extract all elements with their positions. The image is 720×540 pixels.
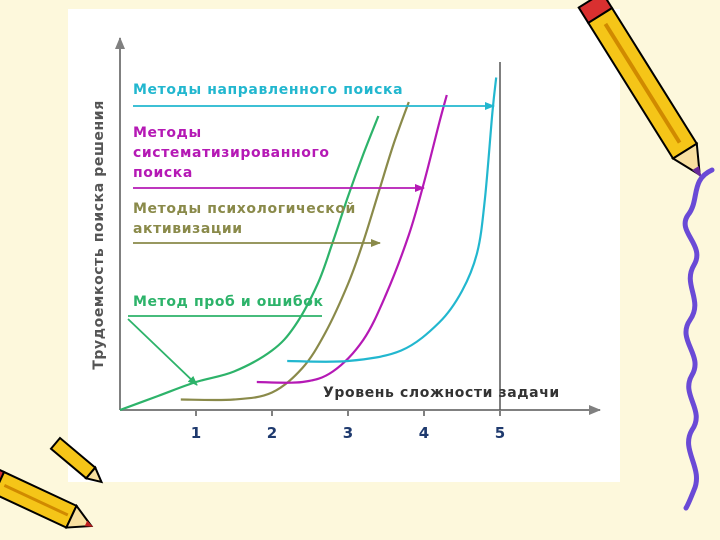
series-line-systematic	[256, 94, 448, 384]
x-tick-label: 5	[495, 424, 505, 442]
tick-layer: 1 2 3 4 5	[191, 410, 505, 442]
x-axis-label: Уровень сложности задачи	[323, 385, 560, 401]
x-tick-label: 1	[191, 424, 201, 442]
series-label-directed: Методы направленного поиска	[133, 82, 403, 98]
y-axis-label: Трудоемкость поиска решения	[91, 100, 107, 370]
series-label-layer: Метод проб и ошибок Методы психологическо…	[127, 82, 495, 386]
series-label-trial-error: Метод проб и ошибок	[133, 294, 324, 310]
series-label-systematic: Методы	[133, 125, 202, 141]
series-label-systematic: систематизированного	[133, 145, 330, 161]
x-tick-label: 2	[267, 424, 277, 442]
label-pointer-arrow	[127, 318, 198, 386]
series-label-psych: активизации	[133, 221, 243, 237]
wavy-line-decoration	[682, 167, 715, 511]
series-label-psych: Методы психологической	[133, 201, 356, 217]
x-tick-label: 4	[419, 424, 429, 442]
pencil-icon	[577, 0, 702, 179]
series-line-trial-error	[119, 115, 380, 412]
pencil-icon	[0, 465, 94, 529]
series-layer	[119, 77, 498, 412]
series-line-directed	[287, 77, 498, 363]
x-tick-label: 3	[343, 424, 353, 442]
series-line-psych	[180, 101, 410, 402]
series-label-systematic: поиска	[133, 165, 193, 181]
pencil-icon	[49, 436, 104, 484]
chart-panel	[68, 9, 620, 482]
